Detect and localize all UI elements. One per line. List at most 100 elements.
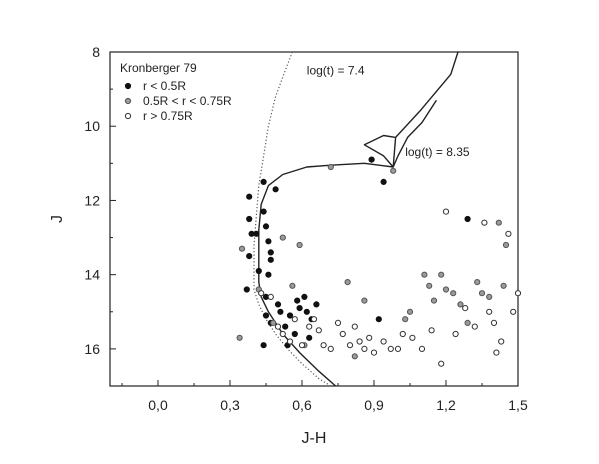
data-point-series-1 (274, 301, 282, 308)
data-point-series-2 (289, 282, 296, 289)
data-point-series-3 (327, 345, 334, 352)
data-point-series-2 (361, 297, 368, 304)
data-point-series-3 (481, 219, 488, 226)
y-axis-label: J (49, 215, 66, 223)
data-point-series-1 (282, 323, 289, 330)
data-point-series-2 (406, 308, 414, 315)
data-point-series-2 (442, 286, 450, 293)
isochrone-label-2: log(t) = 8.35 (405, 145, 470, 159)
data-point-series-3 (306, 323, 313, 330)
legend-entry-middle: 0.5R < r < 0.75R (143, 94, 232, 108)
axis-ticks: 0,0 0,3 0,6 0,9 1,2 1,5 8 10 12 14 16 (84, 44, 528, 413)
data-point-series-3 (505, 230, 512, 237)
data-point-series-1 (243, 286, 250, 293)
data-point-series-2 (502, 241, 510, 249)
data-point-series-3 (399, 330, 406, 338)
data-point-series-3 (291, 316, 298, 323)
data-point-series-3 (351, 323, 358, 330)
data-point-series-3 (514, 290, 522, 297)
data-point-series-3 (418, 345, 426, 352)
data-point-series-2 (327, 163, 334, 171)
data-point-series-1 (375, 316, 382, 323)
data-point-series-1 (260, 342, 267, 349)
data-point-series-1 (291, 330, 298, 338)
x-tick-label: 0,0 (148, 397, 168, 413)
data-point-series-1 (267, 249, 274, 256)
isochrone-label-1: log(t) = 7.4 (307, 63, 365, 77)
data-point-series-2 (438, 271, 445, 278)
data-point-series-3 (361, 345, 368, 352)
data-point-series-2 (296, 241, 303, 249)
data-point-series-1 (303, 308, 310, 315)
legend-title: Kronberger 79 (120, 61, 197, 75)
data-point-series-3 (510, 308, 517, 315)
isochrone-line-2 (258, 51, 459, 387)
data-point-series-3 (334, 319, 342, 326)
data-point-series-3 (366, 334, 373, 341)
data-point-series-3 (380, 338, 387, 345)
data-point-series-3 (442, 208, 450, 215)
data-point-series-2 (478, 290, 486, 297)
data-point-series-1 (262, 223, 270, 230)
data-point-series-3 (356, 338, 363, 345)
data-point-series-3 (320, 342, 327, 349)
data-point-series-3 (438, 360, 445, 367)
data-point-series-1 (246, 253, 253, 260)
data-point-series-3 (339, 330, 346, 338)
data-point-series-3 (409, 334, 416, 341)
y-tick-label: 10 (84, 118, 100, 134)
y-tick-label: 14 (84, 267, 100, 283)
data-point-series-2 (351, 353, 358, 360)
data-point-series-3 (452, 330, 459, 338)
data-point-series-3 (486, 308, 493, 315)
x-tick-label: 1,5 (508, 397, 528, 413)
legend-entry-inner: r < 0.5R (143, 79, 186, 93)
data-point-series-3 (258, 290, 265, 297)
x-tick-label: 0,6 (292, 397, 312, 413)
data-point-series-2 (430, 297, 438, 304)
legend-marker-inner (124, 82, 132, 90)
data-point-series-1 (260, 178, 267, 185)
data-point-series-3 (471, 323, 478, 330)
data-point-series-3 (387, 345, 394, 352)
data-point-series-2 (426, 282, 433, 289)
y-tick-label: 12 (84, 192, 100, 208)
data-point-series-2 (421, 271, 428, 278)
data-point-series-1 (306, 334, 313, 341)
data-point-series-1 (313, 301, 320, 308)
x-axis-label: J-H (302, 430, 327, 447)
data-point-series-2 (279, 234, 286, 241)
data-point-series-1 (265, 271, 272, 278)
data-point-series-2 (486, 293, 493, 300)
legend-entry-outer: r > 0.75R (143, 109, 193, 123)
data-point-series-2 (402, 316, 409, 323)
data-point-series-2 (474, 279, 481, 286)
data-point-series-2 (500, 282, 507, 289)
data-point-series-2 (457, 301, 464, 308)
data-point-series-3 (267, 293, 274, 300)
data-point-series-3 (498, 338, 505, 345)
data-point-series-3 (310, 316, 318, 323)
data-point-series-2 (495, 219, 502, 226)
data-point-series-3 (274, 323, 282, 330)
data-point-series-1 (246, 215, 253, 223)
legend-marker-middle (124, 97, 132, 105)
plot-frame (109, 51, 519, 387)
data-point-series-3 (315, 327, 322, 334)
data-point-series-2 (450, 290, 457, 297)
data-point-series-3 (493, 349, 500, 356)
data-point-series-3 (286, 338, 294, 345)
data-point-series-2 (270, 319, 277, 326)
data-point-series-1 (262, 312, 270, 319)
data-point-series-3 (394, 345, 402, 352)
data-point-series-3 (370, 349, 378, 356)
x-tick-label: 0,3 (220, 397, 240, 413)
annotations: log(t) = 7.4 log(t) = 8.35 (307, 63, 470, 159)
y-tick-label: 8 (92, 44, 100, 60)
data-point-series-1 (255, 267, 262, 275)
data-point-series-3 (428, 327, 435, 334)
data-point-series-1 (464, 215, 471, 223)
data-points (236, 156, 522, 367)
data-point-series-1 (246, 193, 253, 200)
